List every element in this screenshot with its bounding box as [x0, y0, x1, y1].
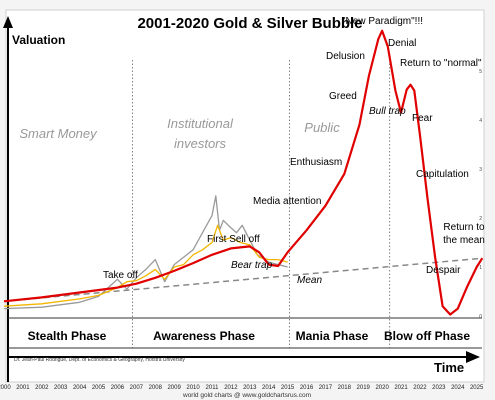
x-tick-label: 2017 — [319, 385, 333, 391]
x-tick-label: 2004 — [73, 385, 87, 391]
y-tick-label: 0 — [479, 314, 482, 320]
series-line-bubble — [3, 29, 484, 316]
annotation-return-to-normal: Return to "normal" — [400, 58, 482, 69]
phase-mania: Mania Phase — [296, 329, 369, 343]
x-tick-label: 2007 — [130, 385, 144, 391]
x-tick-label: 2012 — [224, 385, 238, 391]
chart-title: 2001-2020 Gold & Silver Bubble — [137, 15, 362, 32]
x-tick-label: 2016 — [300, 385, 314, 391]
x-tick-label: 2011 — [206, 385, 220, 391]
series-layer — [3, 29, 484, 316]
group-institutional: Institutional investors — [167, 116, 234, 151]
x-tick-label: 2015 — [281, 385, 295, 391]
credit-text: Dr. Jean-Paul Rodrigue, Dept. of Economi… — [14, 357, 185, 363]
x-tick-label: 2005 — [92, 385, 106, 391]
annotation-return-to-mean: Return to the mean — [443, 222, 485, 246]
annotation-capitulation: Capitulation — [416, 169, 469, 180]
annotation-bear-trap: Bear trap — [231, 260, 273, 271]
annotation-delusion: Delusion — [326, 51, 365, 62]
annotation-take-off: Take off — [103, 270, 138, 281]
right-y-ticks: 0 1 2 3 4 5 — [479, 69, 482, 320]
group-smart-money: Smart Money — [19, 126, 98, 141]
annotation-denial: Denial — [388, 38, 416, 49]
group-public: Public — [304, 120, 340, 135]
y-tick-label: 5 — [479, 69, 482, 75]
y-tick-label: 2 — [479, 216, 482, 222]
phase-dividers — [132, 60, 391, 348]
x-tick-label: 2021 — [394, 385, 408, 391]
annotation-media-attention: Media attention — [253, 196, 321, 207]
annotation-first-sell-off: First Sell off — [207, 234, 260, 245]
x-tick-label: 2002 — [35, 385, 49, 391]
x-tick-label: 2022 — [413, 385, 427, 391]
y-tick-label: 3 — [479, 167, 482, 173]
footer-text: world gold charts @ www.goldchartsrus.co… — [182, 392, 311, 399]
series-line-mean — [3, 257, 483, 303]
phase-blowoff: Blow off Phase — [384, 329, 470, 343]
x-tick-label: 2009 — [167, 385, 181, 391]
x-tick-label: 2018 — [338, 385, 352, 391]
x-tick-labels: 2000 2001 2002 2003 2004 2005 2006 2007 2008 2009… — [0, 385, 484, 391]
x-axis-label: Time — [434, 360, 464, 375]
annotation-fear: Fear — [412, 113, 433, 124]
y-axis-label: Valuation — [12, 33, 65, 47]
annotation-despair: Despair — [426, 265, 461, 276]
y-tick-label: 4 — [479, 118, 482, 124]
annotation-new-paradigm: "New Paradigm"!!! — [342, 16, 423, 27]
phase-stealth: Stealth Phase — [28, 329, 107, 343]
annotation-greed: Greed — [329, 91, 357, 102]
x-tick-label: 2006 — [111, 385, 125, 391]
x-tick-label: 2019 — [357, 385, 371, 391]
phase-awareness: Awareness Phase — [153, 329, 255, 343]
x-tick-label: 2025 — [470, 385, 484, 391]
annotation-enthusiasm: Enthusiasm — [290, 157, 342, 168]
x-tick-label: 2003 — [54, 385, 68, 391]
plot-background — [5, 9, 485, 383]
x-tick-label: 2000 — [0, 385, 11, 391]
x-tick-label: 2001 — [16, 385, 30, 391]
x-tick-label: 2020 — [375, 385, 389, 391]
y-tick-label: 1 — [479, 265, 482, 271]
annotation-mean: Mean — [297, 275, 322, 286]
x-tick-label: 2008 — [149, 385, 163, 391]
x-tick-label: 2013 — [243, 385, 257, 391]
y-axis-arrow — [3, 16, 13, 28]
x-tick-label: 2014 — [262, 385, 276, 391]
annotation-bull-trap: Bull trap — [369, 106, 406, 117]
x-tick-label: 2023 — [432, 385, 446, 391]
x-tick-label: 2010 — [186, 385, 200, 391]
x-tick-label: 2024 — [451, 385, 465, 391]
x-axis-arrow — [466, 351, 480, 363]
